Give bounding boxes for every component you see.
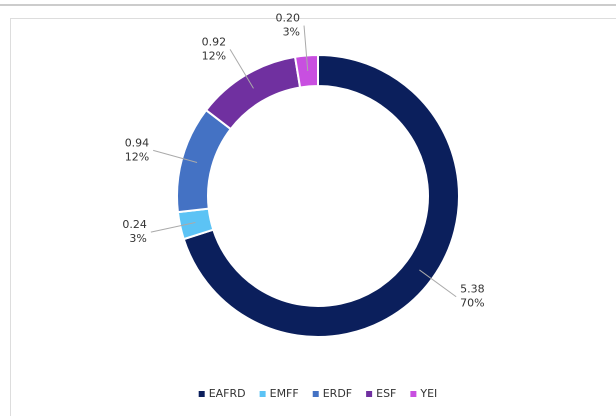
- legend-swatch: [312, 391, 319, 397]
- legend-label: EAFRD: [209, 387, 246, 400]
- legend-swatch: [410, 391, 417, 397]
- legend-label: ERDF: [323, 387, 352, 400]
- percent-label: 12%: [202, 49, 226, 62]
- legend-label: ESF: [376, 387, 396, 400]
- percent-label: 3%: [283, 26, 300, 39]
- legend: EAFRD EMFF ERDF ESF YEI: [198, 387, 437, 400]
- donut-slice: [293, 53, 319, 89]
- legend-swatch: [259, 391, 266, 397]
- value-label: 0.24: [122, 218, 147, 231]
- value-label: 0.94: [125, 136, 150, 149]
- leader-line: [419, 269, 457, 298]
- donut-slice: [182, 53, 460, 338]
- leader-line: [150, 222, 196, 233]
- value-label: 0.20: [276, 12, 301, 25]
- legend-swatch: [366, 391, 373, 397]
- leader-line: [153, 149, 198, 164]
- percent-label: 3%: [129, 232, 146, 245]
- legend-swatch: [198, 391, 205, 397]
- legend-label: EMFF: [270, 387, 299, 400]
- legend-label: YEI: [419, 387, 437, 400]
- value-label: 0.92: [202, 35, 227, 48]
- percent-label: 12%: [125, 150, 149, 163]
- leader-line: [229, 49, 254, 89]
- value-label: 5.38: [460, 283, 485, 296]
- percent-label: 70%: [460, 297, 484, 310]
- leader-line: [303, 25, 309, 71]
